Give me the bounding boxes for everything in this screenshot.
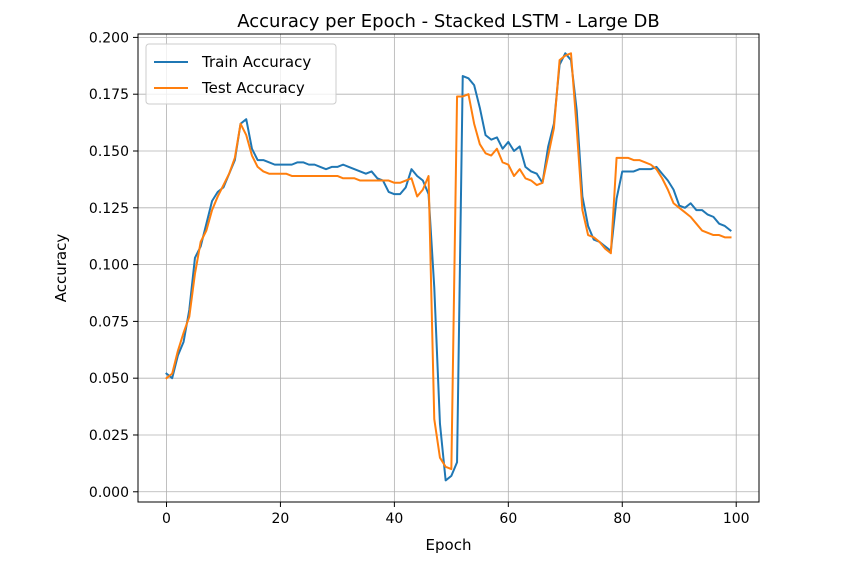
y-tick-label: 0.175 — [89, 87, 129, 103]
y-tick-label: 0.000 — [89, 485, 129, 501]
y-tick-label: 0.025 — [89, 428, 129, 444]
x-tick-label: 100 — [723, 511, 750, 527]
y-tick-label: 0.125 — [89, 201, 129, 217]
legend: Train Accuracy Test Accuracy — [145, 43, 337, 105]
series-line-test — [165, 52, 732, 471]
x-tick-label: 0 — [162, 511, 171, 527]
series-lines — [165, 52, 732, 482]
y-tick-label: 0.100 — [89, 258, 129, 274]
y-tick-label: 0.200 — [89, 30, 129, 46]
plot-area-frame — [137, 33, 760, 503]
axis-ticks: 0 20 40 60 80 100 0.000 0.025 0.050 0.075 0.100 0.1… — [89, 30, 750, 527]
legend-box — [145, 43, 337, 105]
legend-label: Test Accuracy — [201, 79, 305, 97]
x-axis-label: Epoch — [426, 536, 472, 554]
grid — [138, 34, 759, 502]
y-tick-label: 0.050 — [89, 371, 129, 387]
x-tick-label: 60 — [499, 511, 517, 527]
x-tick-label: 20 — [272, 511, 290, 527]
x-tick-label: 40 — [385, 511, 403, 527]
chart-title: Accuracy per Epoch - Stacked LSTM - Larg… — [237, 11, 659, 32]
x-tick-label: 80 — [613, 511, 631, 527]
y-axis-label: Accuracy — [52, 234, 70, 303]
legend-label: Train Accuracy — [201, 53, 311, 71]
y-tick-label: 0.075 — [89, 314, 129, 330]
y-tick-label: 0.150 — [89, 144, 129, 160]
series-line-train — [165, 52, 732, 482]
